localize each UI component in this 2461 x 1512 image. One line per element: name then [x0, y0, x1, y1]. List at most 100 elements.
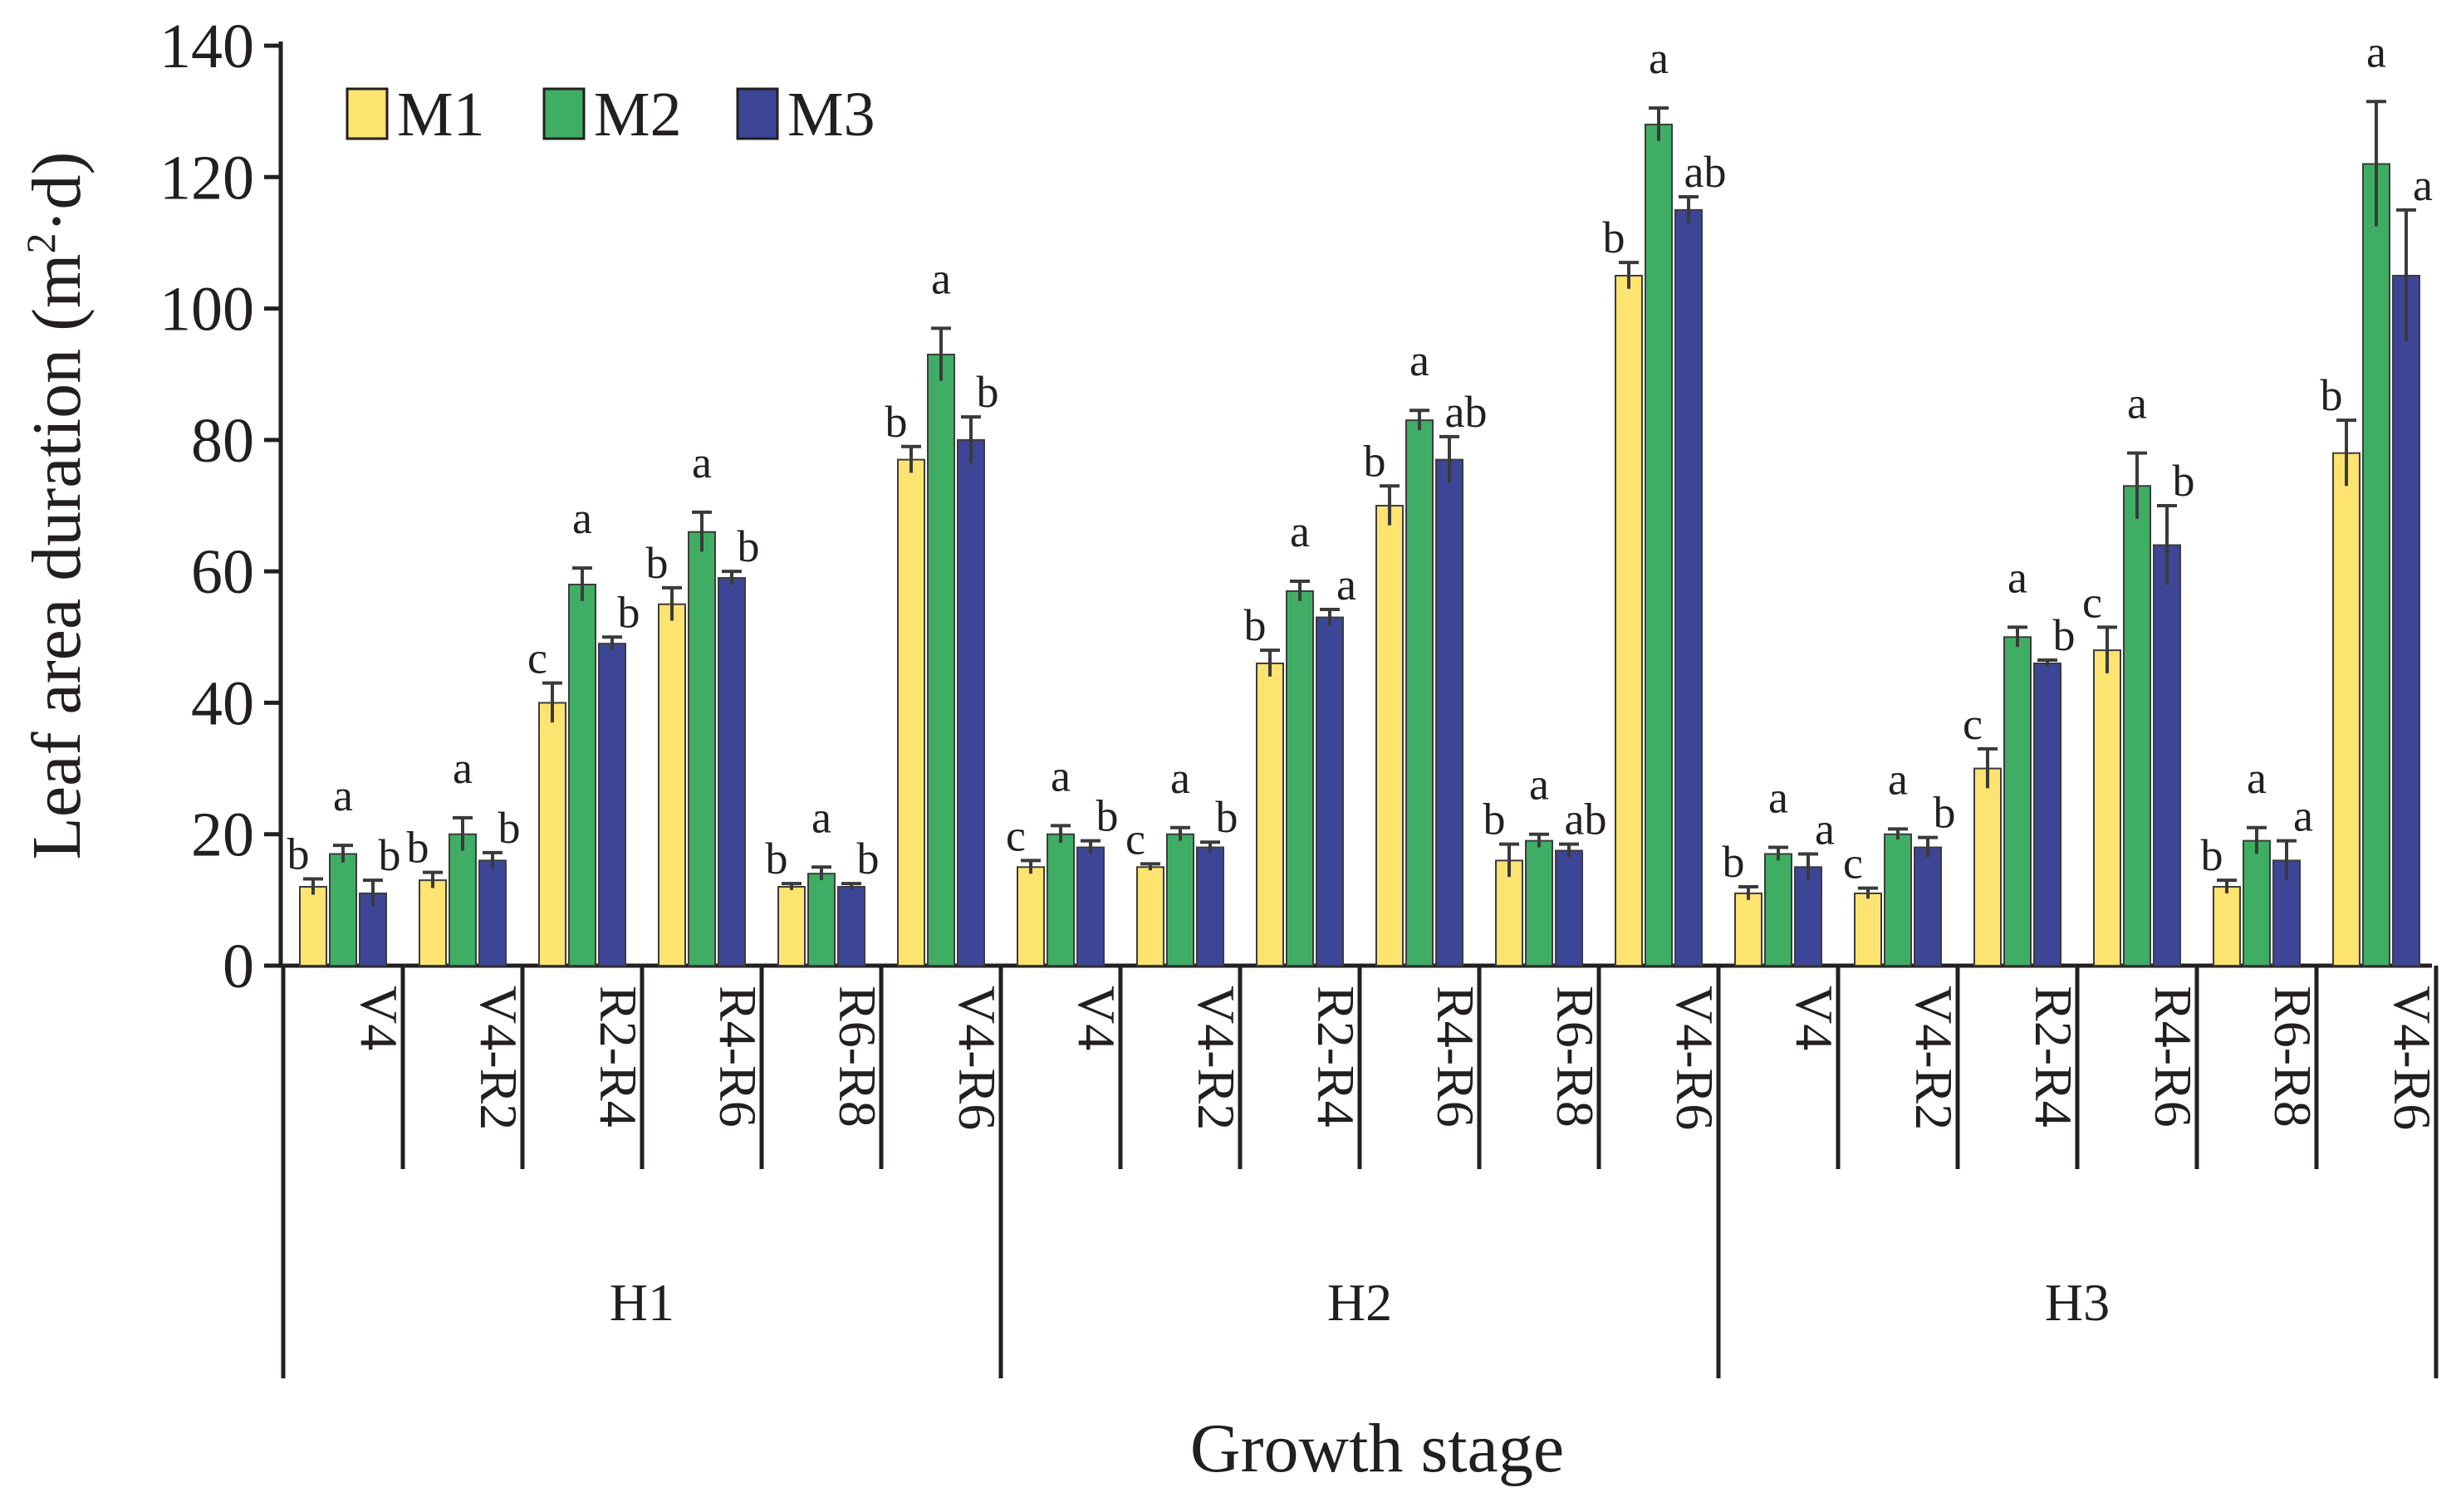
bar-h2-r2-r4-m2 [1286, 590, 1314, 967]
significance-letter: b [857, 834, 880, 883]
y-tick-label: 0 [223, 932, 254, 1001]
x-axis-title: Growth stage [1190, 1410, 1564, 1487]
stage-label: V4-R2 [1905, 986, 1963, 1130]
labels-layer: babV4babV4-R2cabR2-R4babR4-R6babR6-R8bab… [287, 27, 2443, 1332]
bar-h3-v4-r6-m1 [2332, 452, 2361, 966]
stage-label: R6-R8 [828, 986, 887, 1128]
stage-label: V4-R2 [1187, 986, 1246, 1130]
stage-label: R4-R6 [1426, 986, 1485, 1128]
significance-letter: a [1815, 804, 1835, 854]
bar-h3-r6-r8-m2 [2243, 839, 2271, 967]
stage-label: R2-R4 [2024, 986, 2083, 1128]
significance-letter: a [1336, 560, 1356, 609]
bar-h3-v4-r2-m1 [1854, 892, 1882, 967]
significance-letter: a [931, 253, 951, 303]
y-tick-label: 120 [159, 143, 254, 213]
bar-h1-r6-r8-m3 [837, 886, 865, 966]
bar-h1-r2-r4-m1 [538, 702, 566, 967]
bar-h2-v4-m2 [1047, 833, 1075, 967]
significance-letter: a [572, 493, 592, 543]
y-title-superscript: 2 [17, 233, 64, 254]
significance-letter: b [407, 823, 429, 873]
bar-h3-r2-r4-m3 [2033, 662, 2061, 966]
bar-h1-v4-r6-m3 [957, 438, 985, 966]
bar-h3-v4-r2-m2 [1884, 833, 1912, 967]
significance-letter: c [1843, 839, 1863, 888]
bar-h1-v4-r6-m2 [927, 353, 955, 966]
bar-h1-v4-m1 [299, 886, 327, 966]
significance-letter: a [811, 792, 831, 842]
stage-label: V4 [350, 986, 409, 1050]
significance-letter: b [1096, 791, 1119, 841]
bar-h3-v4-r6-m2 [2362, 163, 2390, 966]
bar-h3-r6-r8-m1 [2213, 886, 2241, 966]
significance-letter: ab [1565, 795, 1607, 844]
bar-h3-r4-r6-m3 [2153, 544, 2181, 966]
bar-h2-v4-r6-m1 [1615, 275, 1643, 966]
significance-letter: ab [1445, 387, 1488, 437]
bar-h3-r2-r4-m2 [2003, 636, 2032, 966]
bar-h2-r2-r4-m3 [1316, 616, 1344, 966]
stage-label: V4-R6 [2383, 986, 2442, 1130]
stage-label: V4-R6 [948, 986, 1007, 1130]
significance-letter: a [2293, 791, 2313, 841]
y-tick-label: 40 [191, 668, 254, 738]
significance-letter: a [692, 438, 712, 487]
significance-letter: b [1934, 788, 1956, 838]
significance-letter: b [618, 587, 640, 637]
significance-letter: c [527, 634, 547, 683]
significance-letter: a [1290, 506, 1310, 556]
significance-letter: b [2053, 610, 2076, 660]
bar-h3-v4-r2-m3 [1914, 846, 1942, 966]
significance-letter: a [1649, 33, 1669, 83]
bar-h2-v4-r2-m2 [1166, 833, 1194, 967]
significance-letter: a [2127, 379, 2147, 428]
bar-h1-v4-r2-m1 [419, 879, 447, 966]
significance-letter: a [2366, 27, 2386, 76]
significance-letter: b [1603, 213, 1625, 262]
bar-h2-v4-m3 [1076, 846, 1105, 966]
significance-letter: a [1888, 754, 1908, 804]
significance-letter: b [2201, 830, 2223, 880]
bar-h2-v4-r2-m3 [1196, 846, 1224, 966]
significance-letter: a [1170, 753, 1190, 803]
stage-label: R2-R4 [1306, 986, 1365, 1128]
bar-h3-v4-m3 [1794, 866, 1822, 967]
significance-letter: a [453, 743, 473, 793]
bar-h1-r4-r6-m1 [658, 603, 686, 966]
group-label: H3 [2045, 1273, 2110, 1332]
significance-letter: b [1216, 792, 1238, 842]
significance-letter: b [1364, 436, 1386, 486]
y-tick-label: 80 [191, 406, 254, 476]
significance-letter: a [333, 771, 353, 820]
stage-label: R6-R8 [1546, 986, 1605, 1128]
legend-label-m2: M2 [594, 80, 682, 149]
significance-letter: ab [1684, 147, 1727, 197]
significance-letter: c [1963, 699, 1983, 749]
significance-letter: b [1723, 837, 1745, 887]
legend-label-m3: M3 [787, 80, 875, 149]
stage-label: V4-R6 [1665, 986, 1724, 1130]
significance-letter: b [379, 830, 401, 880]
bar-h1-r4-r6-m2 [688, 531, 716, 966]
y-axis-title: Leaf area duration (m2·d) [17, 152, 96, 860]
significance-letter: b [2321, 370, 2343, 420]
bar-h1-v4-r2-m2 [449, 833, 477, 967]
legend: M1 M2 M3 [346, 80, 875, 149]
bar-h1-r2-r4-m2 [568, 583, 596, 966]
bar-h2-r2-r4-m1 [1256, 662, 1284, 966]
significance-letter: c [1125, 814, 1145, 864]
group-label: H1 [610, 1273, 674, 1332]
stage-label: R2-R4 [589, 986, 648, 1128]
stage-label: R6-R8 [2263, 986, 2322, 1128]
significance-letter: b [646, 538, 669, 588]
bar-h1-r6-r8-m2 [807, 873, 836, 966]
y-tick-label: 20 [191, 800, 254, 870]
bar-h2-r6-r8-m3 [1555, 849, 1583, 966]
y-tick-label: 100 [159, 275, 254, 345]
bar-h2-r4-r6-m1 [1375, 505, 1404, 966]
bar-h3-v4-m1 [1734, 892, 1762, 967]
bar-h2-v4-m1 [1017, 866, 1045, 967]
y-title-unit: ·d) [18, 152, 96, 233]
